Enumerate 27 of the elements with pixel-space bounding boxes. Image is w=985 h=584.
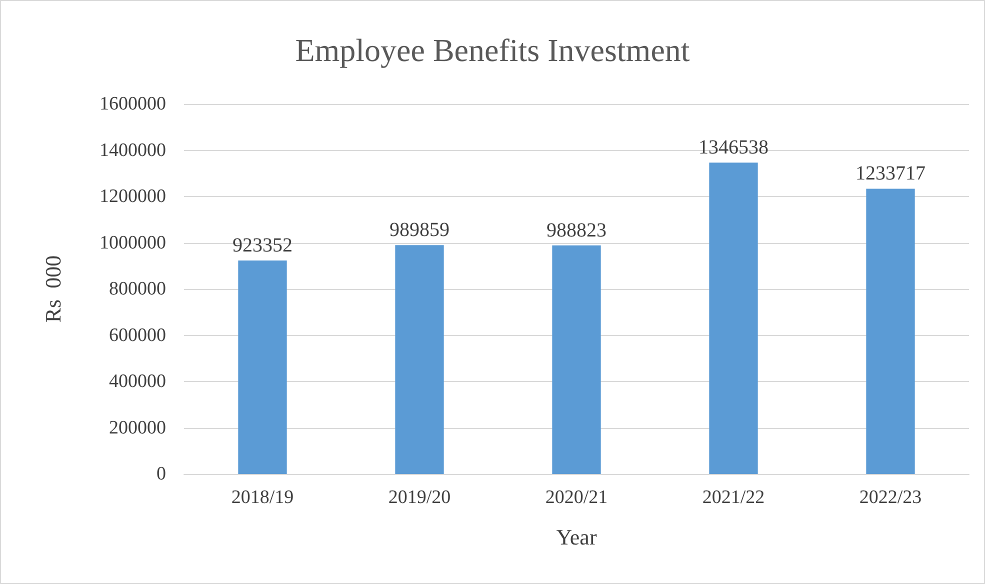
y-tick-label: 1400000 [100, 140, 166, 161]
x-tick-label: 2020/21 [545, 487, 608, 508]
data-label: 923352 [232, 234, 292, 256]
y-tick-label: 1600000 [100, 94, 166, 114]
x-tick-label: 2018/19 [231, 487, 294, 508]
x-tick-label: 2021/22 [702, 487, 765, 508]
y-axis-title: Rs 000 [40, 255, 66, 323]
data-label: 989859 [390, 219, 450, 242]
y-tick-label: 600000 [109, 324, 166, 346]
data-label: 988823 [546, 219, 606, 242]
bar [238, 260, 287, 474]
y-tick-label: 1200000 [100, 186, 166, 207]
x-tick-label: 2019/20 [388, 487, 451, 508]
y-tick-label: 400000 [109, 371, 166, 392]
y-tick-label: 1000000 [100, 232, 166, 254]
x-axis-title: Year [556, 524, 598, 550]
bar [552, 245, 601, 474]
y-tick-label: 0 [156, 464, 166, 484]
data-label: 1233717 [856, 162, 926, 185]
bar [866, 188, 915, 474]
x-tick-label: 2022/23 [859, 487, 922, 508]
y-tick-label: 800000 [109, 278, 166, 300]
data-label: 1346538 [698, 136, 768, 159]
chart-title: Employee Benefits Investment [295, 32, 690, 68]
bar [395, 245, 444, 474]
bar [709, 162, 758, 474]
y-tick-label: 200000 [109, 417, 166, 438]
